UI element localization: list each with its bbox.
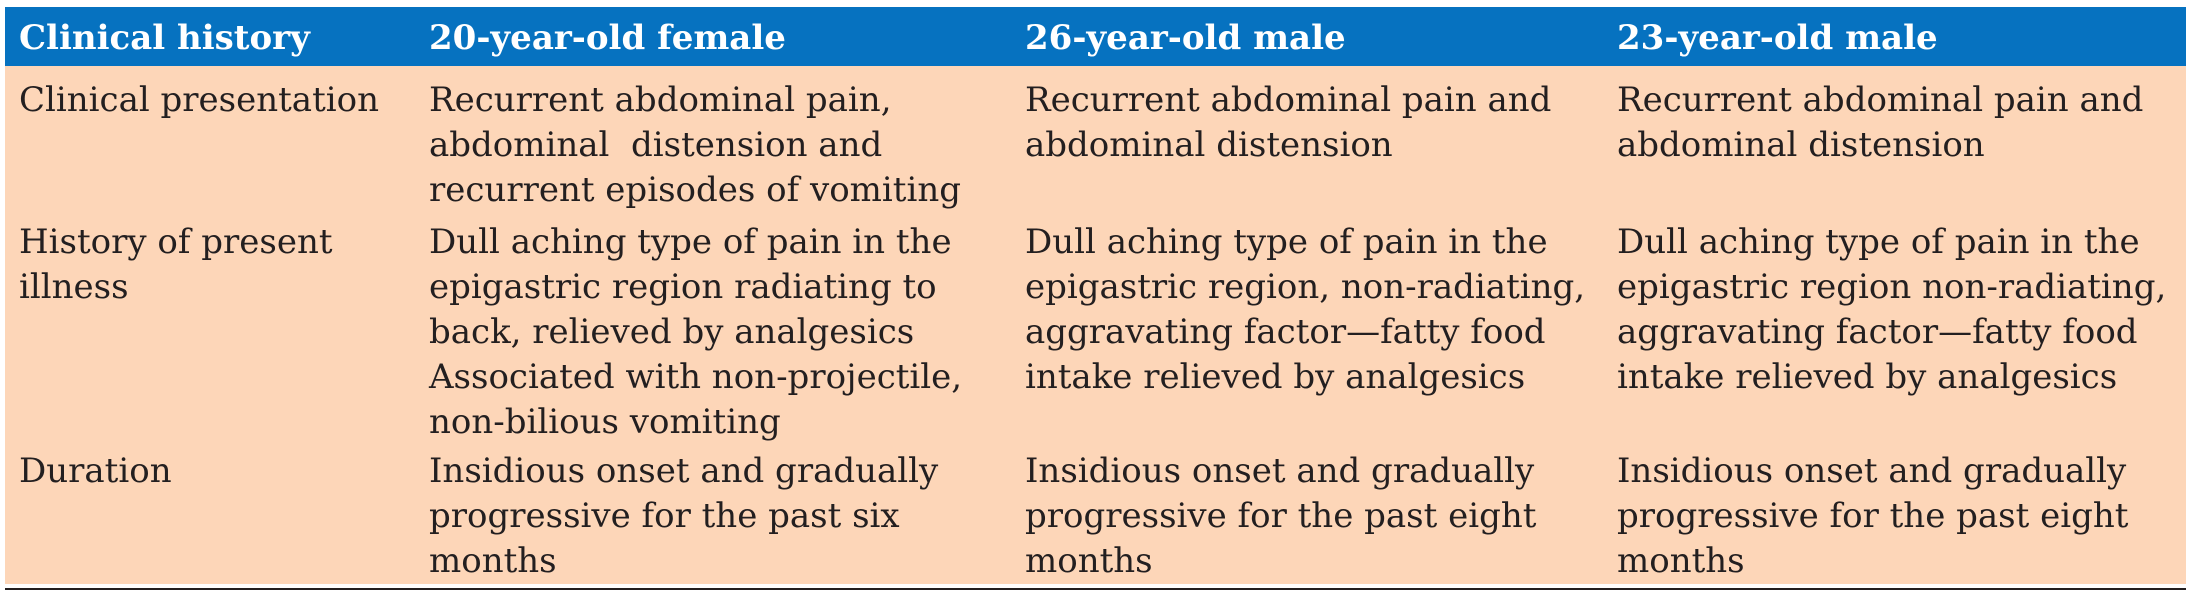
cell-line: intake relieved by analgesics	[1617, 357, 2118, 397]
table-cell: Dull aching type of pain in the epigastr…	[1011, 214, 1603, 445]
cell-line: months	[429, 541, 557, 581]
cell-line: recurrent episodes of vomiting	[429, 170, 961, 210]
table-row-history-of-present-illness: History of present illness Dull aching t…	[5, 214, 2186, 445]
row-label: History of present illness	[5, 214, 415, 445]
cell-line: Dull aching type of pain in the	[1617, 222, 2140, 262]
cell-line: Recurrent abdominal pain and	[1025, 80, 1552, 120]
cell-line: epigastric region radiating to	[429, 267, 937, 307]
table-cell: Recurrent abdominal pain, abdominal dist…	[415, 66, 1011, 214]
table-cell: Insidious onset and gradually progressiv…	[1603, 445, 2186, 584]
cell-line: abdominal distension and	[429, 125, 883, 165]
cell-line: back, relieved by analgesics	[429, 312, 915, 352]
table-cell: Insidious onset and gradually progressiv…	[415, 445, 1011, 584]
cell-line: aggravating factor—fatty food	[1025, 312, 1546, 352]
table-cell: Recurrent abdominal pain and abdominal d…	[1603, 66, 2186, 214]
row-label: Clinical presentation	[5, 66, 415, 214]
cell-line: Recurrent abdominal pain,	[429, 80, 892, 120]
cell-line: progressive for the past eight	[1025, 496, 1537, 536]
row-label: Duration	[5, 445, 415, 584]
cell-line: aggravating factor—fatty food	[1617, 312, 2138, 352]
row-label-text: History of present	[19, 222, 333, 262]
cell-line: non-bilious vomiting	[429, 402, 781, 442]
cell-line: progressive for the past six	[429, 496, 900, 536]
cell-line: Dull aching type of pain in the	[429, 222, 952, 262]
cell-line: Recurrent abdominal pain and	[1617, 80, 2144, 120]
cell-line: Insidious onset and gradually	[1617, 451, 2127, 491]
cell-line: Insidious onset and gradually	[429, 451, 939, 491]
row-label-text: Clinical presentation	[19, 80, 379, 120]
header-patient-3: 23-year-old male	[1617, 18, 1938, 58]
table-cell: Dull aching type of pain in the epigastr…	[1603, 214, 2186, 445]
table-cell: Dull aching type of pain in the epigastr…	[415, 214, 1011, 445]
clinical-history-table: Clinical history 20-year-old female 26-y…	[5, 7, 2186, 584]
header-clinical-history: Clinical history	[19, 18, 310, 58]
cell-line: Insidious onset and gradually	[1025, 451, 1535, 491]
cell-line: abdominal distension	[1025, 125, 1393, 165]
clinical-history-table-container: Clinical history 20-year-old female 26-y…	[5, 7, 2186, 584]
row-label-text: Duration	[19, 451, 172, 491]
table-header: Clinical history 20-year-old female 26-y…	[5, 7, 2186, 66]
table-cell: Recurrent abdominal pain and abdominal d…	[1011, 66, 1603, 214]
cell-line: Dull aching type of pain in the	[1025, 222, 1548, 262]
header-patient-1: 20-year-old female	[429, 18, 786, 58]
cell-line: months	[1617, 541, 1745, 581]
cell-line: months	[1025, 541, 1153, 581]
header-patient-2: 26-year-old male	[1025, 18, 1346, 58]
cell-line: epigastric region non-radiating,	[1617, 267, 2167, 307]
table-row-duration: Duration Insidious onset and gradually p…	[5, 445, 2186, 584]
row-label-text: illness	[19, 267, 129, 307]
cell-line: progressive for the past eight	[1617, 496, 2129, 536]
header-row: Clinical history 20-year-old female 26-y…	[5, 7, 2186, 66]
table-row-clinical-presentation: Clinical presentation Recurrent abdomina…	[5, 66, 2186, 214]
table-body: Clinical presentation Recurrent abdomina…	[5, 66, 2186, 584]
cell-line: intake relieved by analgesics	[1025, 357, 1526, 397]
table-bottom-rule	[5, 588, 2186, 590]
cell-line: epigastric region, non-radiating,	[1025, 267, 1586, 307]
cell-line: Associated with non-projectile,	[429, 357, 963, 397]
table-cell: Insidious onset and gradually progressiv…	[1011, 445, 1603, 584]
cell-line: abdominal distension	[1617, 125, 1985, 165]
